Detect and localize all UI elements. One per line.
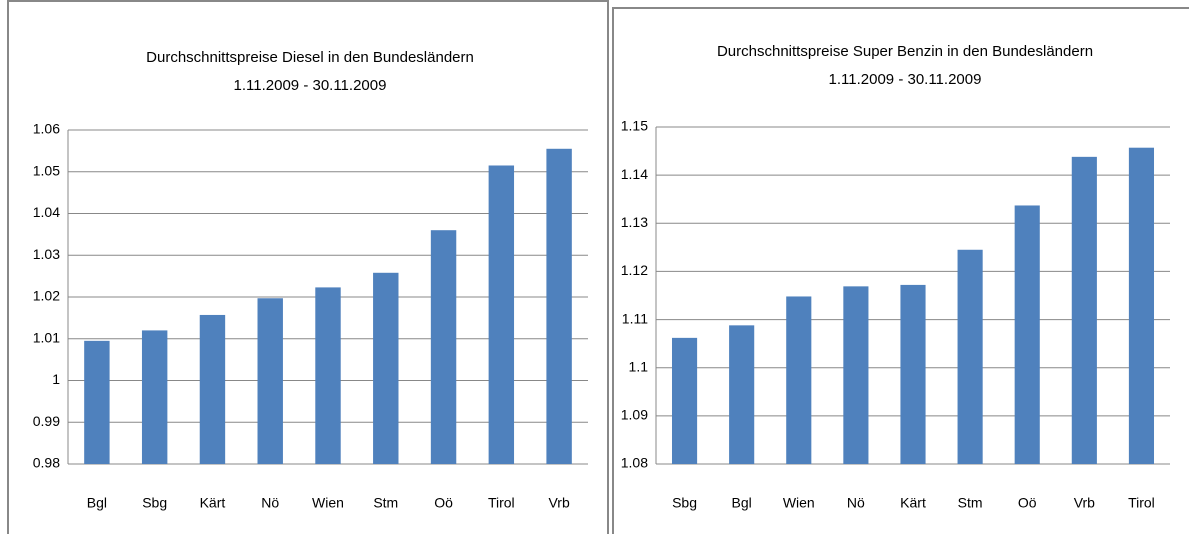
bar: [488, 165, 515, 465]
bar: [84, 340, 110, 464]
x-tick-label: Bgl: [87, 495, 107, 511]
bar: [729, 325, 755, 464]
x-tick-label: Tirol: [488, 495, 515, 511]
bar: [141, 330, 168, 464]
y-tick-label: 1.11: [622, 310, 648, 326]
x-tick-label: Vrb: [548, 495, 569, 511]
y-tick-label: 0.99: [33, 413, 60, 429]
y-tick-label: 0.98: [33, 455, 60, 471]
x-tick-label: Tirol: [1128, 495, 1155, 511]
x-tick-label: Stm: [373, 495, 398, 511]
bar: [199, 314, 226, 464]
chart-title: Durchschnittspreise Super Benzin in den …: [717, 43, 1093, 60]
chart-title: Durchschnittspreise Diesel in den Bundes…: [146, 49, 474, 66]
x-tick-label: Sbg: [142, 495, 167, 511]
bar: [957, 249, 983, 464]
bar: [843, 286, 869, 464]
y-tick-label: 1.02: [33, 288, 60, 304]
x-tick-label: Kärt: [200, 495, 226, 511]
x-tick-label: Wien: [783, 495, 815, 511]
x-tick-label: Nö: [261, 495, 279, 511]
x-tick-label: Stm: [958, 495, 983, 511]
y-tick-label: 1.03: [33, 246, 60, 262]
x-tick-label: Oö: [1018, 495, 1037, 511]
chart-frame: [7, 0, 609, 534]
y-tick-label: 1.04: [33, 204, 60, 220]
y-tick-label: 1.14: [621, 166, 648, 182]
bar: [430, 230, 457, 464]
chart-subtitle: 1.11.2009 - 30.11.2009: [234, 77, 387, 94]
y-tick-label: 1.05: [33, 162, 60, 178]
x-tick-label: Wien: [312, 495, 344, 511]
x-tick-label: Kärt: [900, 495, 926, 511]
bar: [1128, 147, 1155, 465]
bar: [671, 337, 698, 464]
bar: [315, 287, 341, 464]
bar: [1014, 205, 1040, 465]
y-tick-label: 1: [52, 371, 60, 387]
bar: [373, 272, 399, 464]
bar: [786, 296, 812, 464]
x-tick-label: Nö: [847, 495, 865, 511]
y-tick-label: 1.08: [621, 455, 648, 471]
y-tick-label: 1.12: [621, 262, 648, 278]
bar: [1071, 156, 1097, 464]
bar: [900, 284, 926, 464]
y-tick-label: 1.09: [621, 407, 648, 423]
chart-frame: [612, 7, 1189, 534]
bar: [546, 148, 572, 464]
y-tick-label: 1.1: [629, 358, 649, 374]
y-tick-label: 1.01: [33, 329, 60, 345]
y-tick-label: 1.15: [621, 118, 648, 134]
x-tick-label: Bgl: [732, 495, 752, 511]
x-tick-label: Vrb: [1074, 495, 1095, 511]
x-tick-label: Sbg: [672, 495, 697, 511]
bar: [257, 298, 283, 464]
y-tick-label: 1.06: [33, 121, 60, 137]
y-tick-label: 1.13: [621, 214, 648, 230]
x-tick-label: Oö: [434, 495, 453, 511]
chart-subtitle: 1.11.2009 - 30.11.2009: [829, 71, 982, 88]
